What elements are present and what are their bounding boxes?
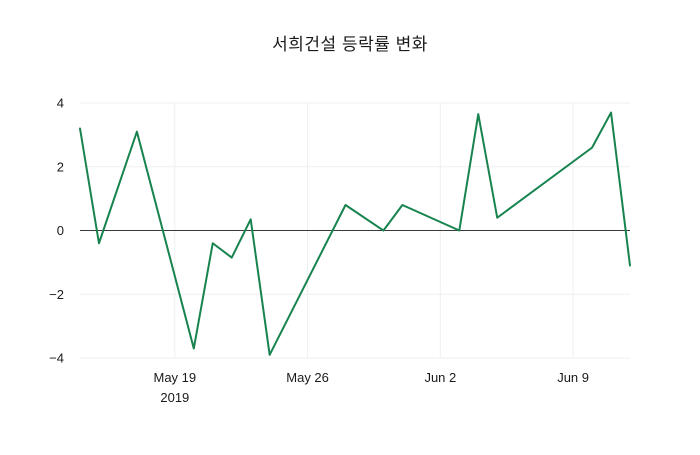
x-tick-label: Jun 9 [557,370,589,385]
y-tick-label: 2 [57,159,64,174]
series-line [79,111,631,356]
x-tick-label: Jun 2 [424,370,456,385]
y-tick-label: 4 [57,96,64,111]
x-tick-label: May 26 [286,370,329,385]
y-tick-label: 0 [57,223,64,238]
x-tick-label: May 19 [154,370,197,385]
y-tick-label: −2 [49,287,64,302]
y-tick-label: −4 [49,351,64,366]
x-tick-sublabel: 2019 [160,390,189,405]
chart-title: 서희건설 등락률 변화 [272,35,428,54]
